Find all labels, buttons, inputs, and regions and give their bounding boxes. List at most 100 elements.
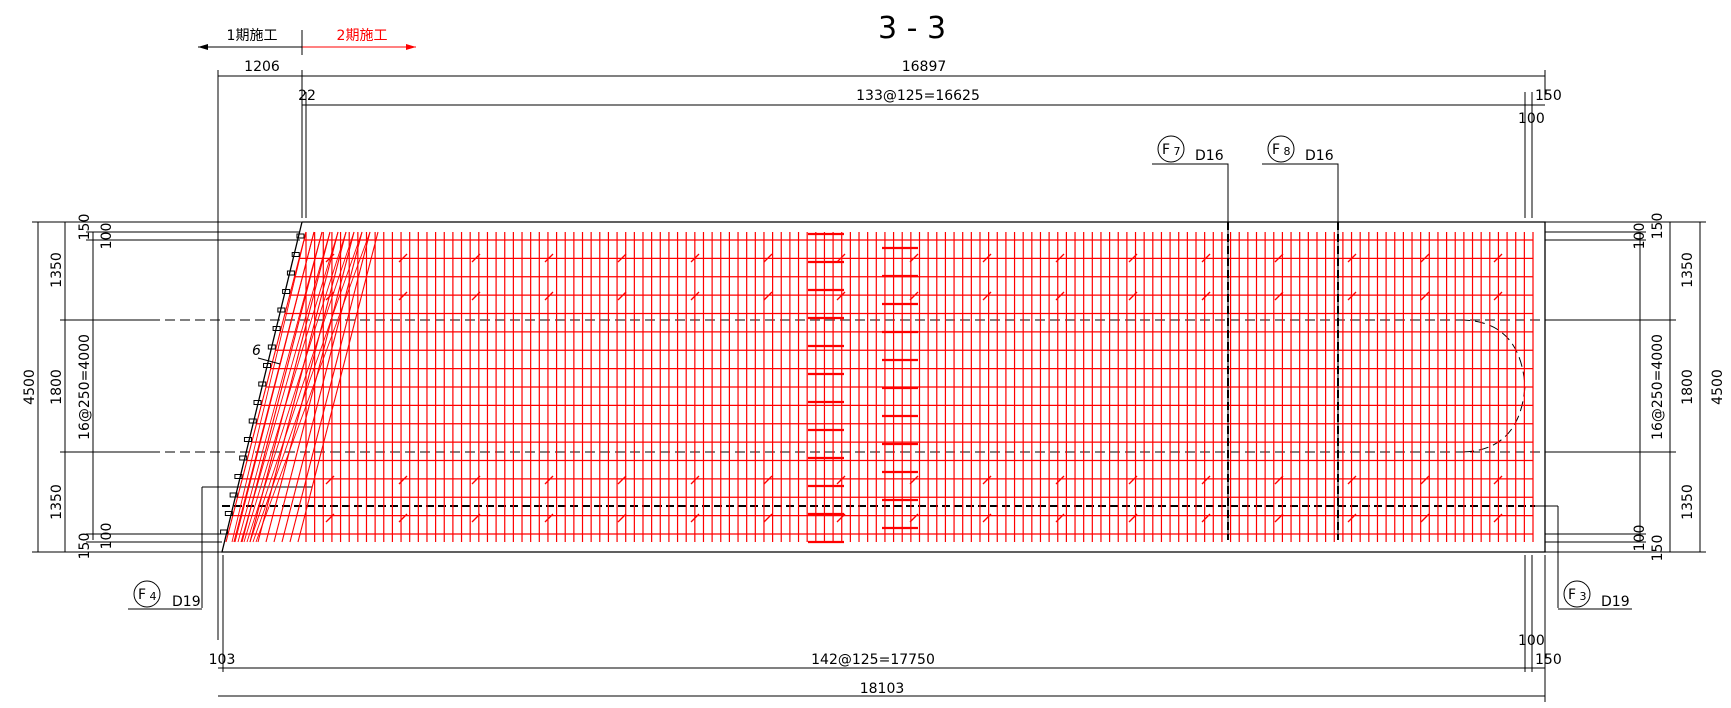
hook-tick <box>1201 475 1211 485</box>
dim-1206: 1206 <box>244 59 280 75</box>
hook-tick <box>1274 513 1284 523</box>
dim-right-4500: 4500 <box>1710 369 1726 405</box>
hook-tick <box>617 291 627 301</box>
hook-tick <box>836 475 846 485</box>
anchor-mark <box>243 437 252 442</box>
hook-tick <box>690 475 700 485</box>
anchor-mark <box>234 474 243 479</box>
hook-tick <box>1201 513 1211 523</box>
hook-tick <box>1274 291 1284 301</box>
f7-leader <box>1152 163 1229 540</box>
hook-tick <box>690 291 700 301</box>
callout-f8: F 8 D16 <box>1262 135 1339 540</box>
hook-tick <box>763 253 773 263</box>
dim-left-100-bottom: 100 <box>99 523 115 550</box>
hook-tick <box>1493 291 1503 301</box>
anchor-mark <box>253 400 262 405</box>
phase2-label: 2期施工 <box>337 28 388 44</box>
dim-left-150-bottom: 150 <box>77 533 93 560</box>
rebar-skew-fill <box>240 231 331 543</box>
dim-left-100-top: 100 <box>99 223 115 250</box>
hook-tick <box>471 513 481 523</box>
f8-bar: D16 <box>1305 148 1334 164</box>
hook-tick <box>1055 513 1065 523</box>
hook-tick <box>1420 291 1430 301</box>
hook-tick <box>909 513 919 523</box>
hook-tick <box>1493 513 1503 523</box>
anchor-mark <box>267 344 276 350</box>
callout-f7: F 7 D16 <box>1152 135 1229 540</box>
hook-tick <box>1201 253 1211 263</box>
rebar-inclined <box>281 231 363 543</box>
hook-tick <box>1347 291 1357 301</box>
dim-left-1800: 1800 <box>49 369 65 405</box>
f8-mark: F <box>1272 142 1280 158</box>
dim-top-100: 100 <box>1518 111 1545 127</box>
hook-tick <box>1055 475 1065 485</box>
f8-sub: 8 <box>1284 145 1291 158</box>
dim-left-4500: 4500 <box>22 369 38 405</box>
angle-mark-leader <box>257 357 281 365</box>
anchor-mark <box>263 363 272 368</box>
hook-tick <box>544 513 554 523</box>
anchor-mark <box>296 233 305 239</box>
rebar-inclined <box>297 231 379 543</box>
hook-tick <box>982 291 992 301</box>
anchor-mark <box>258 381 267 387</box>
rebar-skew-fill <box>234 231 315 543</box>
f4-sub: 4 <box>150 590 157 603</box>
hook-tick <box>1420 253 1430 263</box>
hook-tick <box>1493 253 1503 263</box>
hook-tick <box>763 513 773 523</box>
hook-tick <box>617 475 627 485</box>
dim-103: 103 <box>209 652 236 668</box>
anchor-mark <box>272 326 281 331</box>
dim-right-100-bottom: 100 <box>1632 525 1648 552</box>
dim-top-150: 150 <box>1535 88 1562 104</box>
f4-circle <box>133 580 161 608</box>
hook-tick <box>690 513 700 523</box>
dim-left-1350-bottom: 1350 <box>49 484 65 520</box>
anchor-mark <box>282 289 291 294</box>
rebar-skew-fill <box>243 231 339 543</box>
hook-tick <box>325 291 335 301</box>
dim-22: 22 <box>298 88 316 104</box>
hook-arc <box>1459 319 1526 453</box>
anchor-mark <box>277 307 286 313</box>
dim-right-1350-bottom: 1350 <box>1680 484 1696 520</box>
hook-tick <box>398 475 408 485</box>
hook-tick <box>763 291 773 301</box>
rebar-skew-fill <box>231 231 307 543</box>
hook-tick <box>1055 253 1065 263</box>
f7-sub: 7 <box>1174 145 1181 158</box>
hook-tick <box>471 475 481 485</box>
hook-tick <box>1128 475 1138 485</box>
hook-tick <box>836 513 846 523</box>
rebar-grid <box>220 231 1534 544</box>
top-dimensions: 1206 16897 22 133@125=16625 150 100 <box>217 59 1562 640</box>
hook-tick <box>471 291 481 301</box>
f4-mark: F <box>138 587 146 603</box>
hook-tick <box>909 475 919 485</box>
hook-tick <box>1128 291 1138 301</box>
hook-tick <box>909 291 919 301</box>
anchor-mark <box>248 418 257 424</box>
hook-tick <box>1420 513 1430 523</box>
anchor-mark <box>291 252 300 257</box>
hook-tick <box>1128 513 1138 523</box>
dim-bottom-150: 150 <box>1535 652 1562 668</box>
hook-tick <box>836 253 846 263</box>
hook-tick <box>982 513 992 523</box>
hook-tick <box>398 253 408 263</box>
anchor-mark <box>239 455 248 461</box>
rebar-inclined <box>225 231 307 543</box>
hook-tick <box>544 253 554 263</box>
hook-tick <box>1420 475 1430 485</box>
dim-left-150-top: 150 <box>77 214 93 241</box>
hook-tick <box>617 513 627 523</box>
dim-left-spacing: 16@250=4000 <box>77 334 93 440</box>
rebar-skew-fill <box>249 231 355 543</box>
anchor-mark <box>229 492 238 498</box>
f3-circle <box>1563 580 1591 608</box>
